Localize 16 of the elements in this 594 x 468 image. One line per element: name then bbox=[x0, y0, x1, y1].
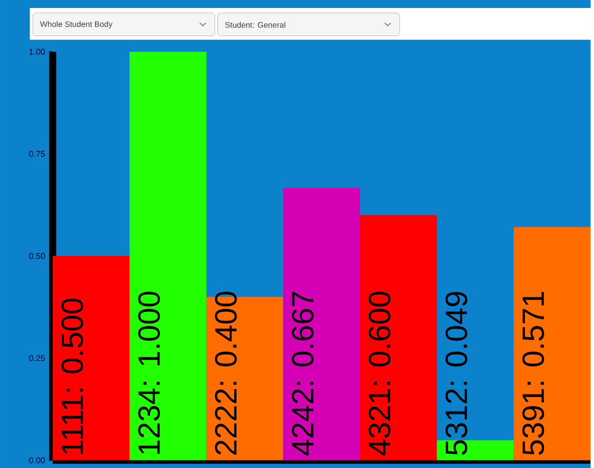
bar bbox=[130, 52, 206, 460]
data-label: 1234: 1.000 bbox=[138, 292, 160, 454]
data-label: 1111: 0.500 bbox=[61, 298, 84, 454]
y-tick-label: 0.25 bbox=[29, 355, 45, 362]
data-label: 5312: 0.049 bbox=[445, 292, 468, 455]
y-tick-label: 0.75 bbox=[29, 150, 45, 157]
data-label: 4321: 0.600 bbox=[368, 292, 390, 456]
y-tick-label: 1.00 bbox=[29, 48, 45, 55]
bar bbox=[514, 226, 591, 460]
data-label: 5391: 0.571 bbox=[522, 292, 544, 455]
bar bbox=[283, 188, 360, 460]
bar bbox=[360, 215, 437, 460]
y-tick-label: 0.00 bbox=[29, 457, 45, 464]
data-label: 4242: 0.667 bbox=[292, 292, 314, 456]
y-tick-label: 0.50 bbox=[29, 252, 45, 259]
data-label: 2222: 0.400 bbox=[214, 292, 237, 454]
